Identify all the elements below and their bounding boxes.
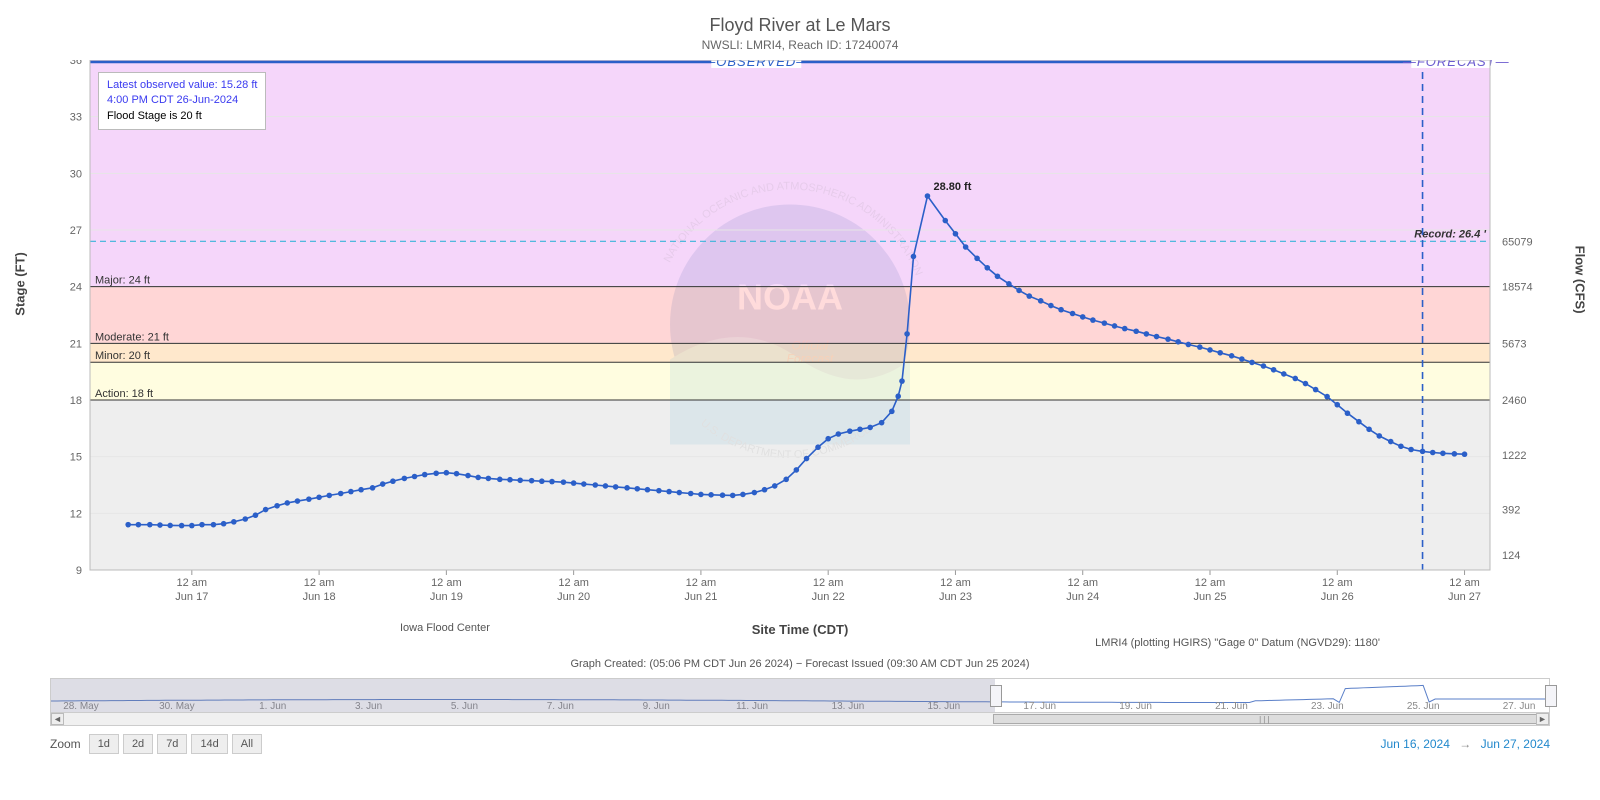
info-latest-value: Latest observed value: 15.28 ft [107, 78, 257, 93]
chart-title: Floyd River at Le Mars [10, 15, 1590, 36]
svg-text:12 am: 12 am [813, 577, 844, 589]
svg-text:18574: 18574 [1502, 282, 1533, 294]
svg-text:33: 33 [70, 112, 82, 124]
zoom-btn-14d[interactable]: 14d [191, 734, 227, 754]
svg-text:24: 24 [70, 282, 82, 294]
svg-text:Jun 26: Jun 26 [1321, 591, 1354, 603]
navigator-handle-left[interactable] [990, 685, 1002, 707]
svg-text:12 am: 12 am [304, 577, 335, 589]
range-arrow-icon: → [1459, 737, 1471, 751]
svg-text:Jun 24: Jun 24 [1066, 591, 1099, 603]
svg-text:Jun 18: Jun 18 [303, 591, 336, 603]
zoom-btn-7d[interactable]: 7d [157, 734, 187, 754]
svg-text:19. Jun: 19. Jun [1119, 701, 1152, 712]
zoom-label: Zoom [50, 737, 81, 751]
svg-text:15: 15 [70, 452, 82, 464]
svg-text:Official: Official [792, 338, 829, 352]
svg-text:Action: 18 ft: Action: 18 ft [95, 388, 153, 400]
svg-text:Jun 20: Jun 20 [557, 591, 590, 603]
svg-text:12 am: 12 am [1067, 577, 1098, 589]
svg-text:30: 30 [70, 168, 82, 180]
info-latest-time: 4:00 PM CDT 26-Jun-2024 [107, 93, 257, 108]
svg-text:2460: 2460 [1502, 395, 1526, 407]
svg-text:Moderate: 21 ft: Moderate: 21 ft [95, 331, 169, 343]
zoom-btn-2d[interactable]: 2d [123, 734, 153, 754]
svg-text:Jun 22: Jun 22 [812, 591, 845, 603]
plot-area[interactable]: NOAAOfficialForecastNATIONAL OCEANIC AND… [50, 60, 1550, 620]
svg-text:1222: 1222 [1502, 450, 1526, 462]
svg-text:12 am: 12 am [431, 577, 462, 589]
graph-created-text: Graph Created: (05:06 PM CDT Jun 26 2024… [10, 658, 1590, 670]
attr-right: LMRI4 (plotting HGIRS) "Gage 0" Datum (N… [1095, 637, 1380, 649]
hydrograph-chart: Floyd River at Le Mars NWSLI: LMRI4, Rea… [10, 15, 1590, 754]
svg-text:124: 124 [1502, 550, 1520, 562]
svg-text:65079: 65079 [1502, 236, 1533, 248]
x-axis-label: Site Time (CDT) [50, 622, 1550, 637]
svg-text:12 am: 12 am [1322, 577, 1353, 589]
svg-text:12: 12 [70, 508, 82, 520]
svg-text:12 am: 12 am [1195, 577, 1226, 589]
forecast-header: —FORECAST— [1402, 60, 1510, 69]
range-to: Jun 27, 2024 [1481, 737, 1550, 751]
chart-subtitle: NWSLI: LMRI4, Reach ID: 17240074 [10, 38, 1590, 52]
navigator-handle-right[interactable] [1545, 685, 1557, 707]
svg-text:12 am: 12 am [1449, 577, 1480, 589]
svg-text:9: 9 [76, 565, 82, 577]
svg-text:27: 27 [70, 225, 82, 237]
attr-left: Iowa Flood Center [400, 622, 490, 634]
svg-text:18: 18 [70, 395, 82, 407]
svg-text:392: 392 [1502, 505, 1520, 517]
svg-text:Jun 17: Jun 17 [175, 591, 208, 603]
svg-text:25. Jun: 25. Jun [1407, 701, 1440, 712]
svg-text:17. Jun: 17. Jun [1023, 701, 1056, 712]
svg-text:12 am: 12 am [177, 577, 208, 589]
svg-text:Jun 21: Jun 21 [684, 591, 717, 603]
svg-text:21: 21 [70, 338, 82, 350]
info-flood-stage: Flood Stage is 20 ft [107, 109, 257, 124]
svg-text:NOAA: NOAA [737, 276, 843, 317]
zoom-btn-1d[interactable]: 1d [89, 734, 119, 754]
svg-text:Record: 26.4 ': Record: 26.4 ' [1414, 228, 1486, 240]
svg-text:Jun 25: Jun 25 [1193, 591, 1226, 603]
svg-text:21. Jun: 21. Jun [1215, 701, 1248, 712]
svg-text:23. Jun: 23. Jun [1311, 701, 1344, 712]
y2-axis-label: Flow (CFS) [1573, 246, 1588, 314]
y-axis-label: Stage (FT) [13, 252, 28, 316]
observed-header: —OBSERVED— [701, 60, 810, 69]
svg-text:Forecast: Forecast [787, 351, 834, 365]
svg-text:Jun 27: Jun 27 [1448, 591, 1481, 603]
range-from: Jun 16, 2024 [1381, 737, 1450, 751]
svg-text:Jun 19: Jun 19 [430, 591, 463, 603]
navigator[interactable]: 28. May30. May1. Jun3. Jun5. Jun7. Jun9.… [50, 678, 1550, 726]
svg-text:Minor: 20 ft: Minor: 20 ft [95, 350, 150, 362]
svg-text:Major: 24 ft: Major: 24 ft [95, 275, 150, 287]
zoom-btn-all[interactable]: All [232, 734, 262, 754]
zoom-controls: Zoom 1d2d7d14dAll Jun 16, 2024 → Jun 27,… [50, 734, 1550, 754]
scroll-right-arrow[interactable]: ► [1536, 713, 1549, 725]
svg-text:27. Jun: 27. Jun [1503, 701, 1536, 712]
svg-text:12 am: 12 am [940, 577, 971, 589]
navigator-scrollbar[interactable]: ◄ ||| ► [51, 712, 1549, 725]
scroll-left-arrow[interactable]: ◄ [51, 713, 64, 725]
svg-text:28.80 ft: 28.80 ft [933, 181, 971, 193]
date-range[interactable]: Jun 16, 2024 → Jun 27, 2024 [1381, 737, 1551, 751]
scroll-thumb[interactable]: ||| [993, 714, 1538, 724]
svg-text:12 am: 12 am [558, 577, 589, 589]
latest-obs-info-box: Latest observed value: 15.28 ft 4:00 PM … [98, 72, 266, 130]
svg-text:36: 36 [70, 60, 82, 67]
main-plot-svg: NOAAOfficialForecastNATIONAL OCEANIC AND… [50, 60, 1550, 620]
svg-text:Jun 23: Jun 23 [939, 591, 972, 603]
svg-text:5673: 5673 [1502, 338, 1526, 350]
svg-text:12 am: 12 am [686, 577, 717, 589]
